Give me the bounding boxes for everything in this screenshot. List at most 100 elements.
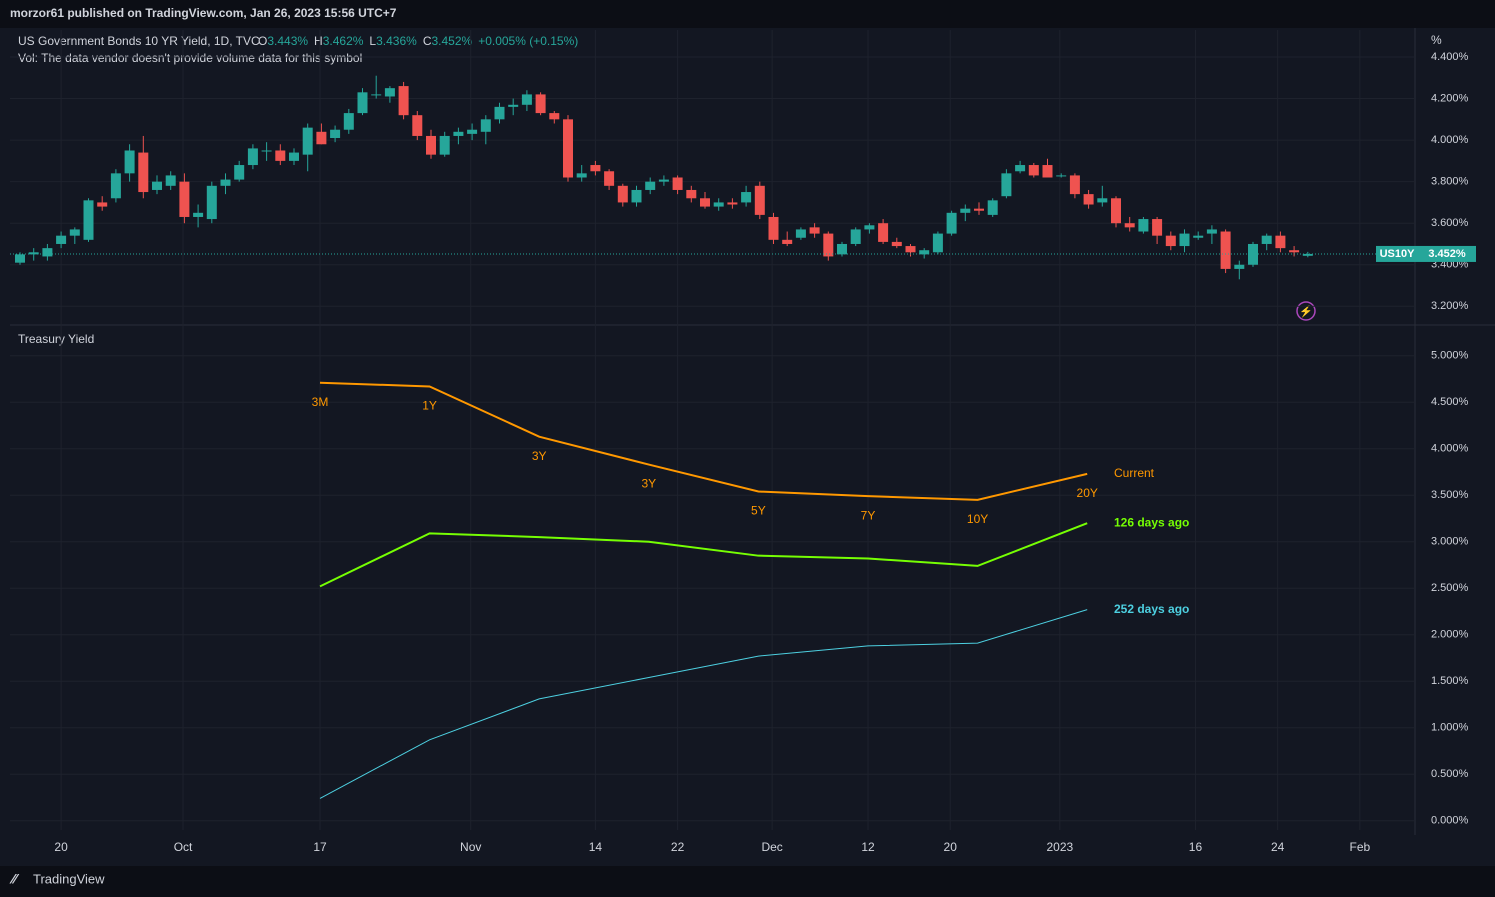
y-tick-label: 4.500% <box>1431 396 1469 408</box>
x-tick-label: Feb <box>1350 840 1371 854</box>
candle-body <box>1097 198 1108 203</box>
candle-body <box>138 152 149 193</box>
candle-body <box>1302 253 1313 256</box>
x-tick-label: 20 <box>944 840 958 854</box>
candle-body <box>220 179 231 186</box>
candle-body <box>302 127 313 155</box>
candle-body <box>453 131 464 136</box>
y-tick-label: 4.000% <box>1431 134 1469 146</box>
candle-body <box>823 233 834 257</box>
candle-body <box>467 129 478 134</box>
candle-body <box>439 135 450 155</box>
series-label: 126 days ago <box>1114 515 1189 529</box>
candle-body <box>850 229 861 244</box>
y-tick-label: 3.500% <box>1431 489 1469 501</box>
price-badge <box>1418 245 1476 262</box>
candle-body <box>124 150 135 174</box>
y-tick-label: 0.500% <box>1431 768 1469 780</box>
candle-body <box>83 200 94 240</box>
candle-body <box>1165 235 1176 247</box>
candle-body <box>1042 165 1053 178</box>
x-tick-label: 24 <box>1271 840 1285 854</box>
y-tick-label: 0.000% <box>1431 815 1469 827</box>
candle-body <box>535 94 546 114</box>
candle-body <box>672 177 683 190</box>
tv-logo: ⁄⁄ <box>9 871 19 887</box>
candle-body <box>42 248 53 257</box>
x-tick-label: 16 <box>1189 840 1203 854</box>
candle-body <box>919 250 930 255</box>
y-tick-label: 3.600% <box>1431 217 1469 229</box>
x-tick-label: 14 <box>589 840 603 854</box>
publisher: morzor61 published on TradingView.com, J… <box>10 6 397 20</box>
x-tick-label: 22 <box>671 840 685 854</box>
candle-body <box>480 119 491 132</box>
y-tick-label: 4.400% <box>1431 51 1469 63</box>
candle-body <box>686 189 697 199</box>
candle-body <box>809 227 820 234</box>
candle-body <box>330 129 341 139</box>
yield-line <box>319 381 1088 501</box>
candle-body <box>727 202 738 205</box>
candle-body <box>713 202 724 207</box>
tenor-label: 20Y <box>1077 486 1098 500</box>
y-tick-label: 4.000% <box>1431 443 1469 455</box>
candle-body <box>1261 235 1272 244</box>
series-label: Current <box>1114 466 1155 480</box>
candle-body <box>1069 175 1080 195</box>
yield-line <box>319 522 1088 588</box>
x-tick-label: Oct <box>174 840 193 854</box>
candle-body <box>28 252 39 255</box>
candle-body <box>1234 264 1245 269</box>
candle-body <box>1193 235 1204 238</box>
candle-body <box>521 94 532 105</box>
candle-body <box>56 235 67 244</box>
candle-body <box>1152 219 1163 236</box>
candle-body <box>412 115 423 136</box>
candle-body <box>837 243 847 255</box>
x-tick-label: 2023 <box>1046 840 1073 854</box>
candle-body <box>1220 231 1231 269</box>
candle-body <box>289 152 299 161</box>
alert-icon[interactable] <box>1296 301 1316 321</box>
candle-body <box>275 150 286 161</box>
candle-body <box>1056 175 1067 177</box>
candle-body <box>247 148 258 166</box>
candle-body <box>508 104 519 107</box>
candle-body <box>1179 233 1190 247</box>
candle-body <box>1289 250 1300 253</box>
candle-body <box>878 223 889 242</box>
series-label: 252 days ago <box>1114 602 1189 616</box>
candle-body <box>974 208 984 211</box>
bottom-bar <box>0 866 1495 897</box>
tenor-label: 3Y <box>532 449 547 463</box>
tenor-label: 3M <box>312 395 329 409</box>
ohlc: O3.443% H3.462% L3.436% C3.452% +0.005% (+0.… <box>258 34 578 48</box>
candle-body <box>576 173 587 178</box>
candle-body <box>590 165 601 172</box>
candle-body <box>261 150 272 152</box>
indicator-title: Treasury Yield <box>18 332 94 346</box>
alert-glyph: ⚡ <box>1299 305 1313 318</box>
tenor-label: 10Y <box>967 512 988 526</box>
y-tick-label: 4.200% <box>1431 92 1469 104</box>
volume-note: Vol: The data vendor doesn't provide vol… <box>18 51 362 65</box>
candle-body <box>604 171 615 186</box>
tenor-label: 5Y <box>751 504 766 518</box>
candle-body <box>234 165 245 180</box>
candle-body <box>110 173 121 199</box>
tenor-label: 3Y <box>641 477 656 491</box>
candle-body <box>795 229 806 238</box>
candle-body <box>206 185 217 220</box>
unit: % <box>1431 33 1442 47</box>
tenor-label: 1Y <box>422 399 437 413</box>
candle-body <box>357 92 368 114</box>
y-tick-label: 2.500% <box>1431 582 1469 594</box>
symbol-badge <box>1376 245 1418 262</box>
candle-body <box>617 185 628 203</box>
candle-body <box>1001 173 1012 197</box>
candle-body <box>987 200 998 215</box>
candle-body <box>905 246 916 253</box>
candle-body <box>658 179 669 182</box>
candle-body <box>891 241 902 247</box>
